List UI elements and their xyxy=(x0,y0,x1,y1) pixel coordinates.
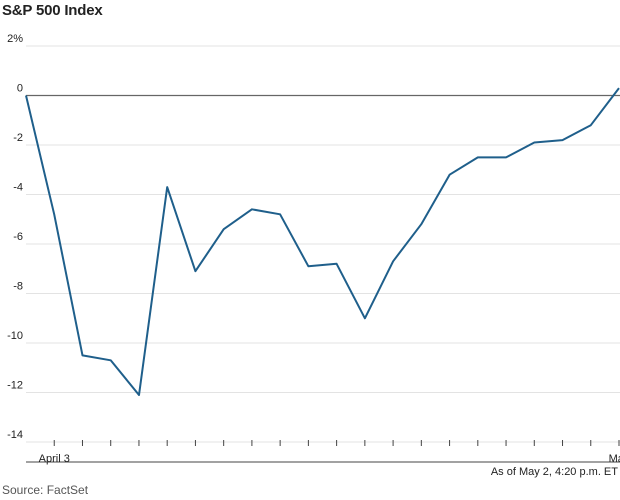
y-tick-label: -8 xyxy=(13,281,23,293)
series-line xyxy=(25,87,620,396)
gridlines xyxy=(26,45,620,443)
y-tick-label: -14 xyxy=(7,429,23,441)
series-lines xyxy=(25,87,620,396)
y-tick-label: -4 xyxy=(13,182,23,194)
y-tick-label: 0 xyxy=(17,83,23,95)
y-tick-labels: 2% 0 -2 -4 -6 -8 -10 -12 -14 xyxy=(7,33,23,441)
y-tick-label: -6 xyxy=(13,231,23,243)
y-tick-label: -2 xyxy=(13,132,23,144)
y-tick-label: -10 xyxy=(7,330,23,342)
x-tick-label: May xyxy=(609,453,620,465)
y-tick-label: 2% xyxy=(7,33,23,45)
timestamp-note: As of May 2, 4:20 p.m. ET xyxy=(490,466,618,478)
source-note: Source: FactSet xyxy=(2,483,89,497)
x-tick-label: April 3 xyxy=(39,453,70,465)
chart-title: S&P 500 Index xyxy=(2,2,103,19)
y-tick-label: -12 xyxy=(7,380,23,392)
x-axis: April 3 May xyxy=(26,440,620,465)
